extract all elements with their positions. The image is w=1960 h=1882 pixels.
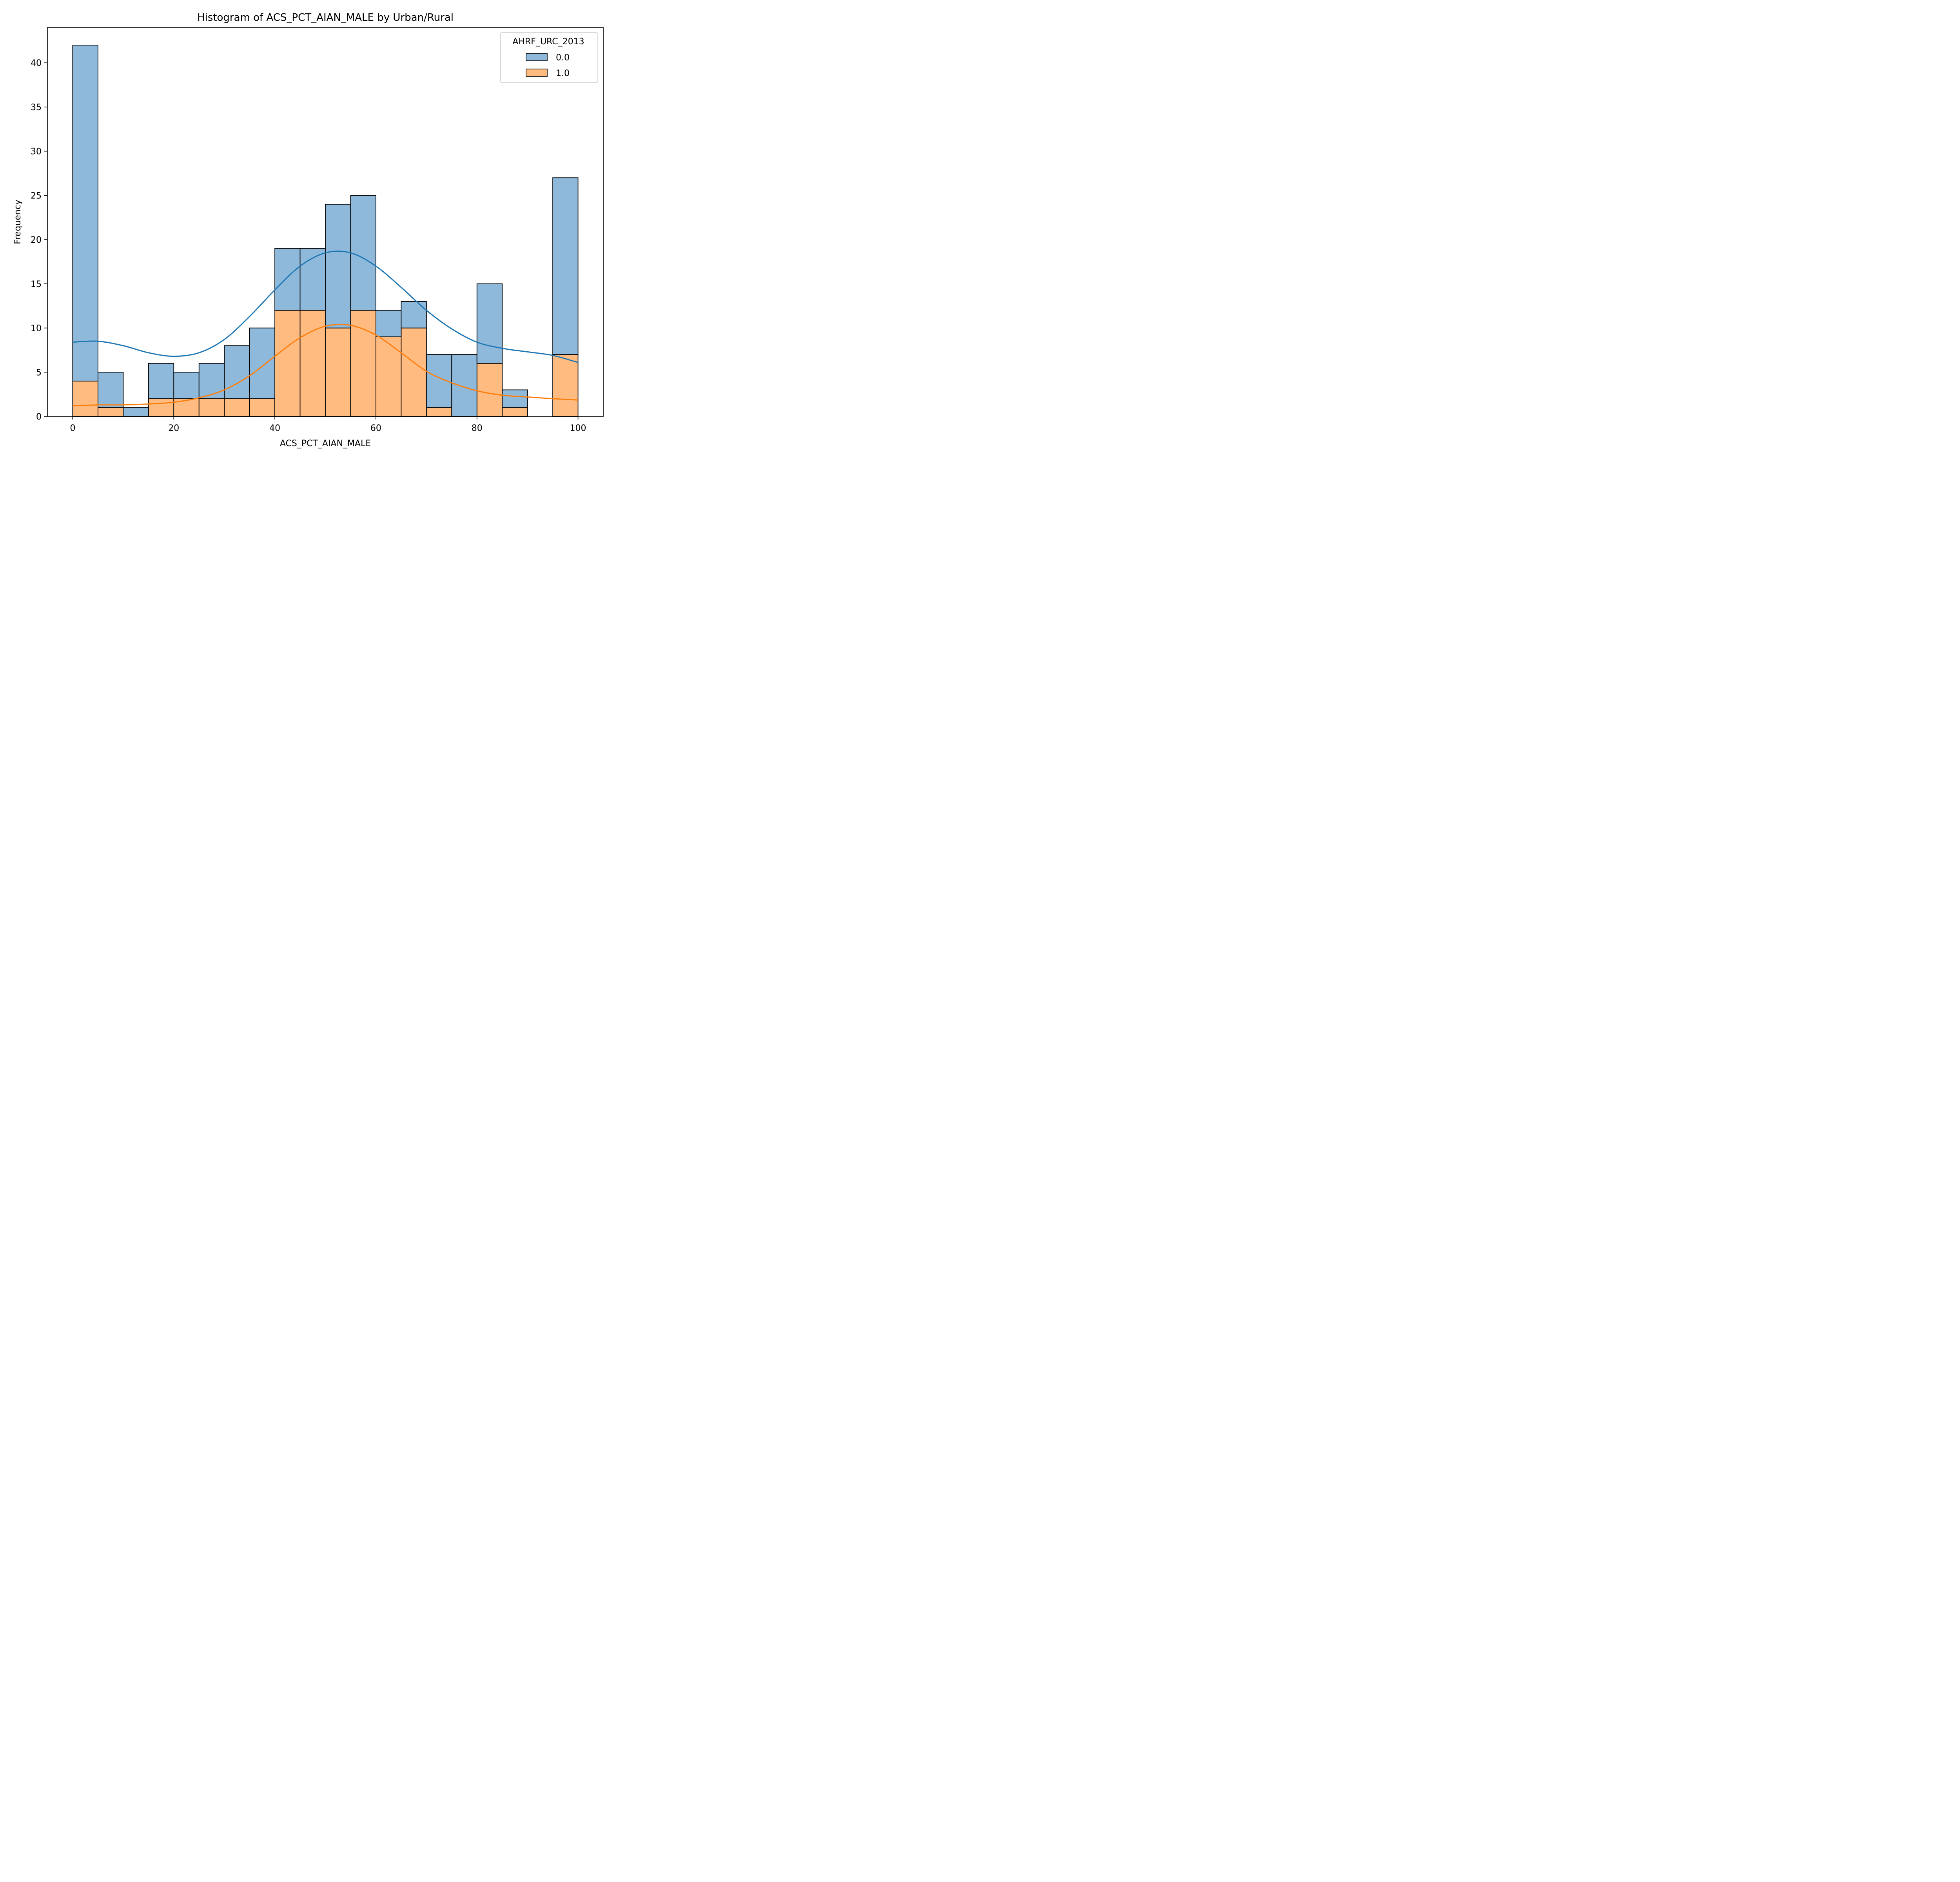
- bar-series-1-0-bin-13: [401, 327, 427, 417]
- bar-series-0-0-bin-13: [401, 301, 427, 329]
- bar-series-1-0-bin-3: [148, 398, 174, 417]
- plot-frame: [47, 27, 604, 417]
- bar-series-0-0-bin-6: [224, 345, 250, 399]
- histogram-chart: Histogram of ACS_PCT_AIAN_MALE by Urban/…: [0, 0, 613, 460]
- bar-series-0-0-bin-2: [123, 407, 149, 417]
- legend: AHRF_URC_2013 0.0 1.0: [500, 32, 598, 83]
- bar-series-0-0-bin-9: [299, 248, 326, 311]
- bar-series-0-0-bin-11: [350, 195, 376, 311]
- x-tick-label-40: 40: [269, 423, 280, 433]
- bar-series-0-0-bin-17: [502, 389, 528, 408]
- kde-line-series-0-0: [73, 251, 578, 363]
- y-tick-label-0: 0: [36, 412, 42, 422]
- bar-series-0-0-bin-4: [173, 372, 200, 399]
- kde-layer: [73, 251, 578, 407]
- x-axis-ticks: 0 20 40 60 80 100: [70, 416, 586, 433]
- y-tick-label-40: 40: [31, 58, 42, 68]
- x-tick-label-0: 0: [70, 423, 75, 433]
- y-axis-label: Frequency: [13, 200, 23, 244]
- kde-line-series-1-0: [73, 323, 578, 407]
- x-tick-label-60: 60: [370, 423, 381, 433]
- legend-label-0: 0.0: [556, 53, 570, 63]
- chart-title: Histogram of ACS_PCT_AIAN_MALE by Urban/…: [197, 12, 454, 24]
- bar-series-1-0-bin-0: [72, 380, 98, 417]
- x-tick-label-100: 100: [570, 423, 586, 433]
- bar-series-0-0-bin-8: [274, 248, 301, 311]
- bar-series-0-0-bin-7: [249, 327, 275, 399]
- bar-series-0-0-bin-12: [376, 310, 402, 337]
- bar-series-1-0-bin-16: [476, 363, 503, 417]
- bar-series-1-0-bin-12: [376, 336, 402, 417]
- bar-series-0-0-bin-1: [98, 372, 124, 408]
- bar-series-1-0-bin-14: [426, 407, 452, 417]
- bar-series-1-0-bin-17: [502, 407, 528, 417]
- bar-series-1-0-bin-9: [299, 310, 326, 417]
- bar-series-1-0-bin-19: [552, 354, 579, 417]
- bar-series-0-0-bin-19: [552, 177, 579, 355]
- y-tick-label-15: 15: [31, 280, 42, 289]
- y-tick-label-25: 25: [31, 191, 42, 201]
- bar-series-1-0-bin-6: [224, 398, 250, 417]
- y-tick-label-10: 10: [31, 324, 42, 334]
- x-axis-label: ACS_PCT_AIAN_MALE: [280, 439, 371, 449]
- y-tick-label-20: 20: [31, 235, 42, 245]
- bar-series-1-0-bin-8: [274, 310, 301, 417]
- bar-series-0-0-bin-15: [451, 354, 477, 417]
- bar-series-0-0-bin-10: [325, 204, 351, 329]
- x-tick-label-20: 20: [168, 423, 179, 433]
- bar-series-0-0-bin-3: [148, 363, 174, 399]
- legend-swatch-1: [526, 69, 548, 77]
- bar-series-1-0-bin-7: [249, 398, 275, 417]
- y-axis-ticks: 0 5 10 15 20 25 30 35 40: [31, 58, 47, 422]
- bar-series-1-0-bin-11: [350, 310, 376, 417]
- bar-series-1-0-bin-1: [98, 407, 124, 417]
- bars-layer: [72, 45, 579, 417]
- legend-box: [500, 32, 598, 83]
- legend-swatch-0: [526, 53, 548, 61]
- bar-series-1-0-bin-5: [198, 398, 225, 417]
- x-tick-label-80: 80: [472, 423, 483, 433]
- bar-series-1-0-bin-10: [325, 327, 351, 417]
- y-tick-label-35: 35: [31, 103, 42, 113]
- legend-label-1: 1.0: [556, 69, 570, 78]
- y-tick-label-30: 30: [31, 147, 42, 157]
- bar-series-0-0-bin-16: [476, 283, 503, 364]
- legend-title: AHRF_URC_2013: [512, 37, 584, 47]
- y-tick-label-5: 5: [36, 368, 42, 378]
- bar-series-0-0-bin-5: [198, 363, 225, 399]
- bar-series-0-0-bin-0: [72, 45, 98, 381]
